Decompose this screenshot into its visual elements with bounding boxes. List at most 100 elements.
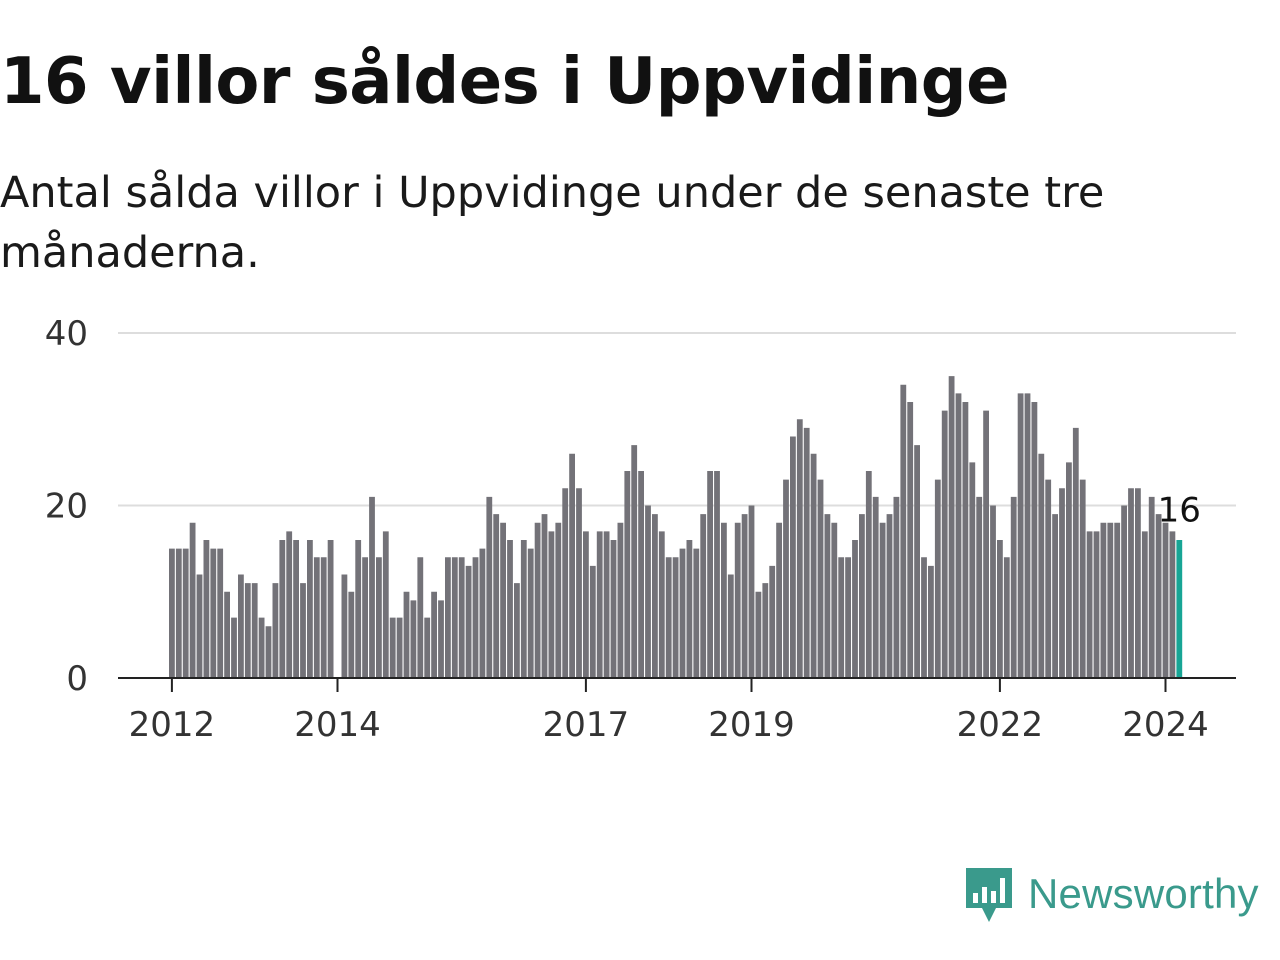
bar (217, 548, 224, 678)
bar (1072, 427, 1079, 678)
bar (272, 583, 279, 678)
bar (997, 540, 1003, 678)
bar (555, 522, 562, 678)
bar (762, 583, 769, 678)
bar (817, 479, 824, 678)
bar (658, 531, 665, 678)
bar (707, 471, 713, 678)
bar (1017, 393, 1024, 678)
bar (955, 393, 962, 678)
bar (300, 583, 306, 678)
bar (348, 591, 355, 678)
y-tick-label: 40 (45, 314, 88, 354)
bar (983, 410, 989, 678)
bar (576, 488, 582, 678)
bar (431, 591, 437, 678)
bar (693, 548, 700, 678)
bar (914, 445, 920, 678)
bar (852, 540, 858, 678)
bar (451, 557, 458, 678)
bar (1024, 393, 1031, 678)
bar (638, 471, 644, 678)
bar (438, 600, 444, 678)
bar (631, 445, 638, 678)
bar (527, 548, 534, 678)
bar (389, 617, 396, 678)
bar (879, 522, 886, 678)
bar (721, 522, 727, 678)
bar (741, 514, 748, 678)
bar (500, 522, 506, 678)
bar (320, 557, 327, 678)
bar (1148, 496, 1155, 678)
bar (569, 453, 575, 678)
bar (907, 402, 914, 678)
bar (327, 540, 334, 678)
bar (410, 600, 417, 678)
bar (403, 591, 410, 678)
bar (507, 540, 513, 678)
bar (1100, 522, 1107, 678)
bar (603, 531, 610, 678)
bar (865, 471, 872, 678)
bar (686, 540, 693, 678)
bar (1128, 488, 1134, 678)
bar (596, 531, 603, 678)
bar (1086, 531, 1093, 678)
bar (610, 540, 617, 678)
bar (224, 591, 230, 678)
chart-title: 16 villor såldes i Uppvidinge (0, 45, 1010, 119)
bar (672, 557, 679, 678)
bar (541, 514, 548, 678)
bar (831, 522, 838, 678)
bar (838, 557, 845, 678)
bar (1162, 522, 1169, 678)
x-tick-label: 2017 (543, 705, 630, 745)
bar (210, 548, 217, 678)
bar (934, 479, 941, 678)
bar (872, 496, 879, 678)
bar (665, 557, 672, 678)
bar (1169, 531, 1176, 678)
bar (845, 557, 851, 678)
bar (562, 488, 569, 678)
bar (962, 402, 969, 678)
chart-subtitle: Antal sålda villor i Uppvidinge under de… (0, 168, 1105, 278)
bar (493, 514, 500, 678)
bar (1052, 514, 1058, 678)
labels: 16 (1158, 490, 1201, 530)
bar (921, 557, 927, 678)
bar (1038, 453, 1045, 678)
x-tick-label: 2022 (957, 705, 1044, 745)
bar (859, 514, 865, 678)
bar (1079, 479, 1086, 678)
bar (445, 557, 451, 678)
bar (286, 531, 293, 678)
bar (182, 548, 189, 678)
bar (948, 376, 955, 678)
bar (1155, 514, 1162, 678)
bar (258, 617, 265, 678)
bar (796, 419, 803, 678)
x-tick-label: 2024 (1122, 705, 1209, 745)
bar (776, 522, 782, 678)
bar (1093, 531, 1100, 678)
bar (969, 462, 976, 678)
bar (1121, 505, 1127, 678)
bar (189, 522, 196, 678)
bar (341, 574, 348, 678)
bar (362, 557, 368, 678)
bar (382, 531, 389, 678)
bar (700, 514, 707, 678)
bar (810, 453, 817, 678)
bar (355, 540, 362, 678)
bar (1010, 496, 1017, 678)
bar (893, 496, 900, 678)
y-tick-label: 0 (66, 659, 88, 699)
bar (783, 479, 789, 678)
bar (548, 531, 555, 678)
bar (534, 522, 541, 678)
bar (734, 522, 741, 678)
bar (251, 583, 258, 678)
